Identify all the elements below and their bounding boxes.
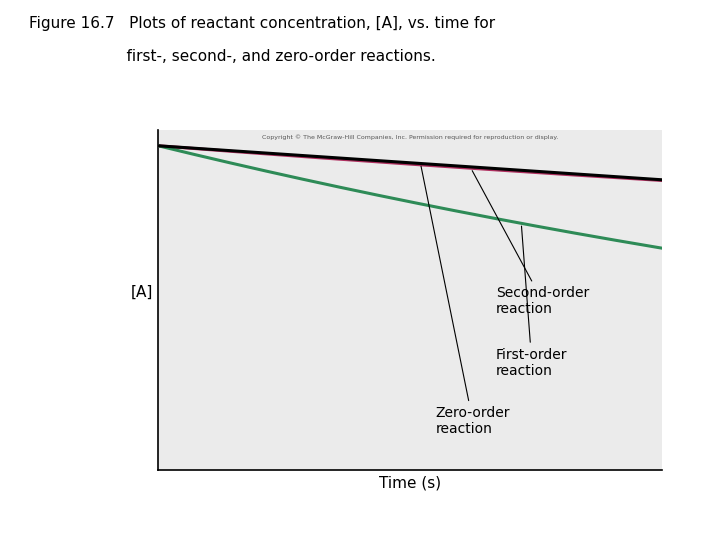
Text: First-order
reaction: First-order reaction <box>496 226 567 378</box>
Text: Copyright © The McGraw-Hill Companies, Inc. Permission required for reproduction: Copyright © The McGraw-Hill Companies, I… <box>262 134 559 140</box>
Text: first-, second-, and zero-order reactions.: first-, second-, and zero-order reaction… <box>29 49 436 64</box>
Text: Zero-order
reaction: Zero-order reaction <box>421 166 510 436</box>
Text: Second-order
reaction: Second-order reaction <box>472 171 590 316</box>
Text: Figure 16.7   Plots of reactant concentration, [A], vs. time for: Figure 16.7 Plots of reactant concentrat… <box>29 16 495 31</box>
Y-axis label: [A]: [A] <box>130 285 153 300</box>
X-axis label: Time (s): Time (s) <box>379 475 441 490</box>
